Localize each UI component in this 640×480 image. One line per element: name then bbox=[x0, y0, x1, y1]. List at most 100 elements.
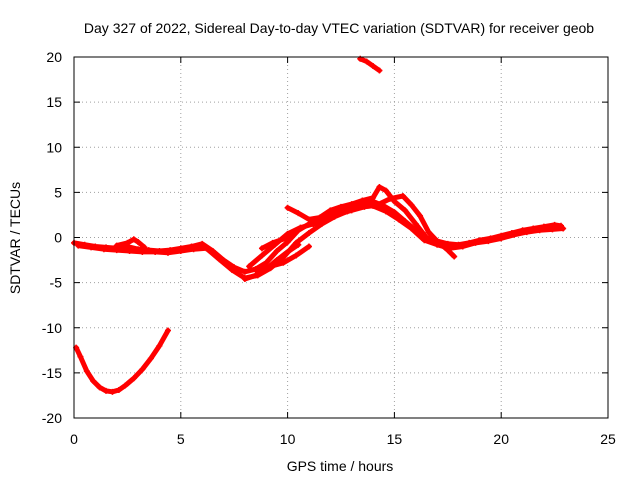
data-point bbox=[549, 226, 556, 233]
data-point bbox=[408, 202, 415, 209]
x-tick-label: 25 bbox=[600, 431, 616, 447]
data-point bbox=[305, 216, 312, 223]
data-point bbox=[258, 252, 265, 259]
data-point bbox=[190, 246, 197, 253]
series-line bbox=[259, 229, 299, 251]
data-point bbox=[293, 252, 300, 259]
data-point bbox=[451, 253, 458, 260]
series-line bbox=[73, 328, 171, 395]
data-point bbox=[273, 248, 280, 255]
data-point bbox=[338, 203, 344, 210]
data-point bbox=[90, 377, 97, 384]
x-tick-label: 0 bbox=[70, 431, 78, 447]
data-point bbox=[130, 375, 137, 382]
data-point bbox=[267, 263, 274, 270]
data-point bbox=[83, 368, 90, 375]
data-point bbox=[254, 268, 261, 275]
y-tick-label: 10 bbox=[46, 139, 62, 155]
data-point bbox=[295, 241, 302, 248]
data-point bbox=[361, 203, 368, 210]
data-point bbox=[135, 239, 142, 246]
x-tick-label: 20 bbox=[493, 431, 509, 447]
series-trace-mid bbox=[246, 192, 458, 270]
data-point bbox=[359, 197, 366, 204]
data-point bbox=[113, 242, 120, 249]
data-point bbox=[263, 259, 270, 266]
data-point bbox=[241, 268, 248, 275]
data-point bbox=[425, 229, 432, 236]
data-point bbox=[241, 276, 248, 283]
x-tick-label: 10 bbox=[280, 431, 296, 447]
data-point bbox=[523, 229, 530, 236]
tick-labels: 0 5 10 15 20 25 -20 -15 -10 -5 0 5 10 15 20 bbox=[42, 49, 616, 447]
data-point bbox=[284, 204, 291, 211]
data-point bbox=[130, 236, 137, 243]
data-point bbox=[77, 353, 84, 360]
y-tick-label: -15 bbox=[42, 365, 62, 381]
data-point bbox=[423, 234, 430, 241]
data-point bbox=[434, 238, 441, 245]
data-point bbox=[141, 244, 148, 251]
data-point bbox=[284, 248, 291, 255]
data-point bbox=[75, 242, 82, 249]
series-trace-dip-c bbox=[258, 229, 300, 252]
x-tick-label: 5 bbox=[177, 431, 185, 447]
data-point bbox=[269, 239, 276, 246]
y-tick-label: 0 bbox=[54, 230, 62, 246]
data-point bbox=[103, 387, 110, 394]
data-point bbox=[96, 384, 103, 391]
series-trace-dip-b bbox=[254, 243, 312, 275]
data-point bbox=[122, 382, 129, 389]
y-tick-label: 20 bbox=[46, 49, 62, 65]
series-arc-top bbox=[357, 55, 383, 74]
data-point bbox=[323, 216, 330, 223]
series-line bbox=[71, 198, 564, 275]
data-point bbox=[363, 58, 370, 65]
data-point bbox=[417, 212, 424, 219]
data-point bbox=[310, 220, 317, 227]
series-trace-early bbox=[113, 236, 148, 251]
data-point bbox=[216, 256, 223, 263]
data-point bbox=[156, 342, 163, 349]
series-trace-upper bbox=[284, 183, 430, 241]
data-point bbox=[412, 220, 419, 227]
data-point bbox=[139, 366, 146, 373]
data-point bbox=[109, 388, 116, 395]
data-point bbox=[402, 207, 409, 214]
tick-marks bbox=[73, 56, 609, 419]
data-point bbox=[147, 355, 154, 362]
y-tick-label: 15 bbox=[46, 94, 62, 110]
data-point bbox=[124, 239, 131, 246]
data-point bbox=[511, 231, 518, 238]
data-point bbox=[536, 227, 543, 234]
data-point bbox=[199, 240, 206, 247]
data-point bbox=[295, 210, 302, 217]
data-point bbox=[498, 235, 505, 242]
data-point bbox=[370, 63, 377, 70]
data-point bbox=[139, 248, 146, 255]
data-point bbox=[395, 216, 402, 223]
y-tick-label: 5 bbox=[54, 184, 62, 200]
data-point bbox=[444, 247, 451, 254]
data-point bbox=[305, 229, 312, 236]
y-tick-label: -20 bbox=[42, 410, 62, 426]
x-tick-label: 15 bbox=[387, 431, 403, 447]
data-point bbox=[246, 263, 253, 270]
data-point bbox=[164, 249, 171, 256]
data-point bbox=[387, 195, 394, 202]
data-point bbox=[280, 259, 287, 266]
data-layer bbox=[71, 55, 567, 395]
data-point bbox=[472, 239, 479, 246]
data-point bbox=[203, 245, 210, 252]
data-point bbox=[297, 224, 304, 231]
data-point bbox=[376, 67, 383, 74]
data-point bbox=[485, 238, 492, 245]
y-tick-label: -10 bbox=[42, 320, 62, 336]
data-point bbox=[408, 225, 415, 232]
data-point bbox=[382, 208, 389, 215]
data-point bbox=[252, 272, 259, 279]
data-point bbox=[282, 235, 289, 242]
series-line bbox=[357, 56, 382, 73]
data-point bbox=[327, 207, 334, 214]
